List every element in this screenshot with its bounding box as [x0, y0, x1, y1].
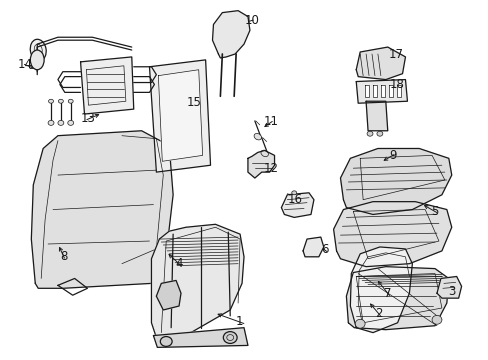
Text: 17: 17: [388, 49, 403, 62]
Text: 10: 10: [244, 14, 259, 27]
Ellipse shape: [58, 121, 64, 125]
Ellipse shape: [48, 121, 54, 125]
Polygon shape: [372, 85, 376, 97]
Text: 15: 15: [186, 96, 201, 109]
Ellipse shape: [48, 99, 53, 103]
Text: 13: 13: [81, 112, 96, 125]
Polygon shape: [156, 280, 181, 310]
Polygon shape: [436, 276, 461, 298]
Ellipse shape: [366, 131, 372, 136]
Ellipse shape: [254, 134, 261, 140]
Polygon shape: [380, 85, 384, 97]
Polygon shape: [303, 237, 323, 257]
Ellipse shape: [291, 191, 296, 195]
Ellipse shape: [261, 150, 268, 157]
Polygon shape: [356, 47, 405, 80]
Ellipse shape: [68, 99, 73, 103]
Polygon shape: [81, 57, 133, 114]
Polygon shape: [388, 85, 392, 97]
Polygon shape: [356, 80, 407, 103]
Ellipse shape: [30, 39, 46, 61]
Ellipse shape: [58, 99, 63, 103]
Polygon shape: [340, 148, 451, 215]
Text: 8: 8: [60, 250, 67, 263]
Polygon shape: [151, 224, 244, 342]
Ellipse shape: [431, 315, 441, 324]
Ellipse shape: [355, 319, 365, 328]
Polygon shape: [149, 60, 210, 172]
Ellipse shape: [223, 332, 237, 343]
Text: 7: 7: [383, 287, 391, 300]
Polygon shape: [366, 101, 387, 131]
Text: 9: 9: [388, 149, 396, 162]
Polygon shape: [212, 11, 249, 58]
Polygon shape: [281, 193, 313, 217]
Ellipse shape: [160, 337, 172, 346]
Text: 3: 3: [447, 285, 454, 298]
Polygon shape: [346, 267, 448, 330]
Polygon shape: [333, 202, 451, 267]
Ellipse shape: [30, 50, 44, 70]
Text: 1: 1: [235, 315, 243, 328]
Text: 11: 11: [264, 116, 279, 129]
Text: 5: 5: [430, 205, 438, 218]
Polygon shape: [349, 247, 411, 333]
Ellipse shape: [376, 131, 382, 136]
Polygon shape: [153, 328, 247, 347]
Polygon shape: [31, 131, 173, 288]
Polygon shape: [158, 70, 202, 161]
Polygon shape: [365, 85, 368, 97]
Text: 18: 18: [388, 78, 403, 91]
Polygon shape: [396, 85, 400, 97]
Text: 14: 14: [18, 58, 33, 71]
Polygon shape: [247, 150, 274, 178]
Ellipse shape: [68, 121, 74, 125]
Text: 12: 12: [264, 162, 279, 175]
Text: 2: 2: [374, 307, 382, 320]
Text: 6: 6: [320, 243, 328, 256]
Text: 4: 4: [175, 257, 183, 270]
Text: 16: 16: [287, 193, 302, 206]
